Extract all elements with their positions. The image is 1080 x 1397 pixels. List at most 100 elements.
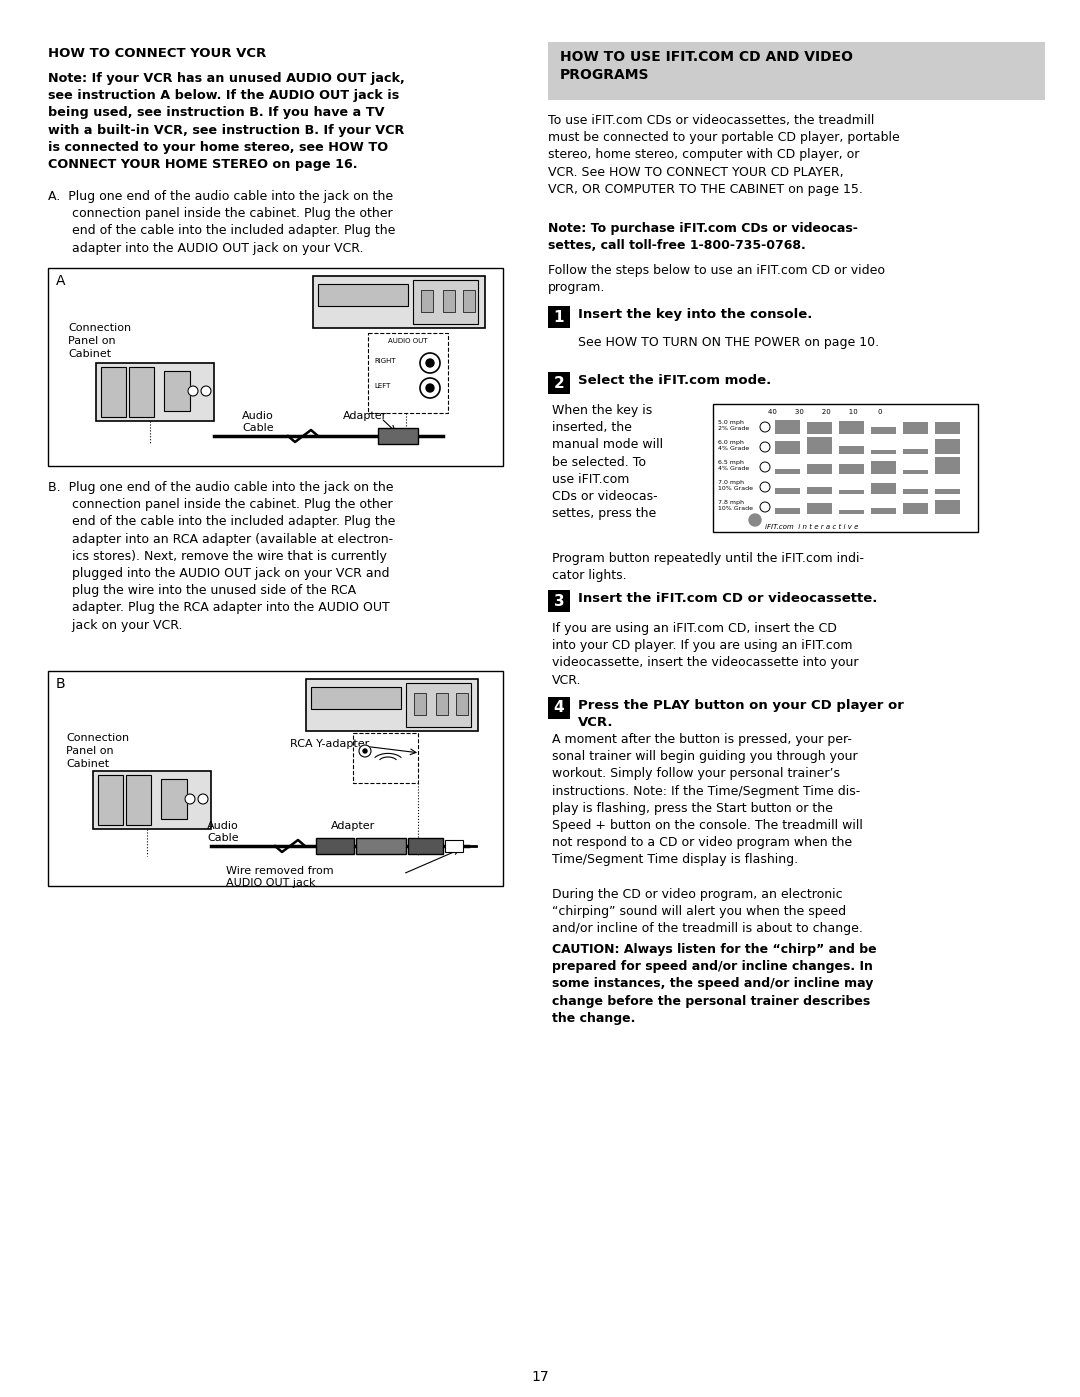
Text: To use iFIT.com CDs or videocassettes, the treadmill
must be connected to your p: To use iFIT.com CDs or videocassettes, t… bbox=[548, 115, 900, 196]
Circle shape bbox=[426, 359, 434, 367]
Bar bbox=[903, 489, 928, 495]
Bar bbox=[93, 771, 211, 828]
Bar bbox=[129, 367, 154, 416]
Text: 4: 4 bbox=[554, 700, 565, 715]
Text: Audio
Cable: Audio Cable bbox=[242, 411, 274, 433]
Bar bbox=[935, 489, 960, 495]
Text: Audio
Cable: Audio Cable bbox=[207, 821, 239, 844]
Circle shape bbox=[201, 386, 211, 395]
Bar bbox=[443, 291, 455, 312]
Bar bbox=[839, 464, 864, 474]
Text: A: A bbox=[56, 274, 66, 288]
Bar bbox=[126, 775, 151, 826]
Circle shape bbox=[760, 422, 770, 432]
Circle shape bbox=[750, 514, 761, 527]
Circle shape bbox=[359, 745, 372, 757]
Text: HOW TO USE IFIT.COM CD AND VIDEO
PROGRAMS: HOW TO USE IFIT.COM CD AND VIDEO PROGRAM… bbox=[561, 50, 853, 82]
Bar bbox=[414, 693, 426, 715]
Bar bbox=[775, 441, 800, 454]
Bar bbox=[548, 372, 570, 394]
Text: 6.5 mph
4% Grade: 6.5 mph 4% Grade bbox=[718, 460, 750, 471]
Text: See HOW TO TURN ON THE POWER on page 10.: See HOW TO TURN ON THE POWER on page 10. bbox=[578, 337, 879, 349]
Text: 2: 2 bbox=[554, 376, 565, 391]
Text: Note: If your VCR has an unused AUDIO OUT jack,
see instruction A below. If the : Note: If your VCR has an unused AUDIO OU… bbox=[48, 73, 405, 170]
Text: When the key is
inserted, the
manual mode will
be selected. To
use iFIT.com
CDs : When the key is inserted, the manual mod… bbox=[552, 404, 663, 520]
Bar bbox=[306, 679, 478, 731]
Bar bbox=[807, 422, 832, 434]
Text: RCA Y-adapter: RCA Y-adapter bbox=[291, 739, 369, 749]
Text: Insert the iFIT.com CD or videocassette.: Insert the iFIT.com CD or videocassette. bbox=[578, 592, 877, 605]
Text: 17: 17 bbox=[531, 1370, 549, 1384]
Bar bbox=[421, 291, 433, 312]
Circle shape bbox=[760, 502, 770, 511]
Circle shape bbox=[426, 384, 434, 393]
Bar bbox=[839, 510, 864, 514]
Bar bbox=[98, 775, 123, 826]
Text: Note: To purchase iFIT.com CDs or videocas-
settes, call toll-free 1-800-735-076: Note: To purchase iFIT.com CDs or videoc… bbox=[548, 222, 858, 253]
Text: Press the PLAY button on your CD player or
VCR.: Press the PLAY button on your CD player … bbox=[578, 698, 904, 729]
Text: B.  Plug one end of the audio cable into the jack on the
      connection panel : B. Plug one end of the audio cable into … bbox=[48, 481, 395, 631]
Bar bbox=[463, 291, 475, 312]
Circle shape bbox=[363, 749, 367, 753]
Text: Adapter: Adapter bbox=[343, 411, 388, 420]
Text: LEFT: LEFT bbox=[374, 383, 390, 388]
Bar bbox=[96, 363, 214, 420]
Bar bbox=[368, 332, 448, 414]
Text: AUDIO OUT: AUDIO OUT bbox=[388, 338, 428, 344]
Text: CAUTION: Always listen for the “chirp” and be
prepared for speed and/or incline : CAUTION: Always listen for the “chirp” a… bbox=[552, 943, 877, 1025]
Bar bbox=[903, 503, 928, 514]
Circle shape bbox=[760, 462, 770, 472]
Bar bbox=[445, 840, 463, 852]
Bar bbox=[161, 780, 187, 819]
Circle shape bbox=[760, 482, 770, 492]
Text: During the CD or video program, an electronic
“chirping” sound will alert you wh: During the CD or video program, an elect… bbox=[552, 888, 863, 936]
Text: HOW TO CONNECT YOUR VCR: HOW TO CONNECT YOUR VCR bbox=[48, 47, 267, 60]
Text: 7.0 mph
10% Grade: 7.0 mph 10% Grade bbox=[718, 481, 753, 490]
Bar bbox=[316, 838, 354, 854]
Text: Select the iFIT.com mode.: Select the iFIT.com mode. bbox=[578, 374, 771, 387]
Bar bbox=[870, 483, 896, 495]
Circle shape bbox=[198, 793, 208, 805]
Bar bbox=[903, 448, 928, 454]
Bar bbox=[839, 490, 864, 495]
Bar bbox=[356, 838, 406, 854]
Text: 1: 1 bbox=[554, 310, 564, 324]
Bar bbox=[903, 469, 928, 474]
Bar bbox=[353, 733, 418, 782]
Bar bbox=[318, 284, 408, 306]
Bar bbox=[102, 367, 126, 416]
Bar bbox=[164, 372, 190, 411]
Bar bbox=[548, 590, 570, 612]
Bar bbox=[935, 439, 960, 454]
Bar bbox=[311, 687, 401, 710]
Bar bbox=[935, 500, 960, 514]
Bar bbox=[870, 461, 896, 474]
Bar bbox=[903, 422, 928, 434]
Bar bbox=[408, 838, 443, 854]
Text: AUDIO OUT jack: AUDIO OUT jack bbox=[226, 877, 315, 888]
Text: 7.8 mph
10% Grade: 7.8 mph 10% Grade bbox=[718, 500, 753, 511]
Bar bbox=[870, 450, 896, 454]
Text: iFIT.com  i n t e r a c t i v e: iFIT.com i n t e r a c t i v e bbox=[765, 524, 859, 529]
Text: A.  Plug one end of the audio cable into the jack on the
      connection panel : A. Plug one end of the audio cable into … bbox=[48, 190, 395, 254]
Bar bbox=[436, 693, 448, 715]
Bar bbox=[807, 464, 832, 474]
Bar bbox=[775, 509, 800, 514]
Text: 6.0 mph
4% Grade: 6.0 mph 4% Grade bbox=[718, 440, 750, 451]
Circle shape bbox=[420, 353, 440, 373]
Text: Connection
Panel on
Cabinet: Connection Panel on Cabinet bbox=[68, 323, 131, 359]
Bar bbox=[870, 509, 896, 514]
Text: 40        30        20        10         0: 40 30 20 10 0 bbox=[768, 409, 882, 415]
Bar bbox=[935, 457, 960, 474]
Bar bbox=[775, 420, 800, 434]
Bar bbox=[935, 422, 960, 434]
Bar bbox=[48, 671, 503, 886]
Bar bbox=[313, 277, 485, 328]
Text: Connection
Panel on
Cabinet: Connection Panel on Cabinet bbox=[66, 733, 130, 768]
Bar bbox=[807, 488, 832, 495]
Bar bbox=[839, 446, 864, 454]
Bar bbox=[713, 404, 978, 532]
Bar bbox=[775, 488, 800, 495]
Bar bbox=[48, 268, 503, 467]
Bar bbox=[456, 693, 468, 715]
